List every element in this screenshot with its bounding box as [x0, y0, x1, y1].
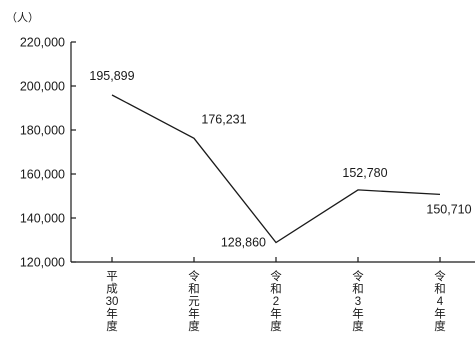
x-axis-ticks: 平成 30 年度 令和元年度 令和 2 年度 令和 3 年度 令和 4 年度 — [106, 257, 446, 333]
x-category-label: 令和元年度 — [188, 269, 200, 333]
y-tick-label: 200,000 — [20, 80, 65, 94]
data-label: 150,710 — [426, 202, 471, 216]
y-tick-label: 160,000 — [20, 168, 65, 182]
y-axis-ticks: 120,000 140,000 160,000 180,000 200,000 220,0… — [20, 36, 76, 270]
y-axis-unit-label: （人） — [6, 11, 39, 24]
x-category-label: 令和 4 年度 — [434, 269, 446, 333]
data-label: 128,860 — [221, 236, 266, 250]
data-label: 176,231 — [201, 112, 246, 126]
data-label: 195,899 — [89, 69, 134, 83]
series-line — [111, 94, 441, 244]
data-labels: 195,899 176,231 128,860 152,780 150,710 — [89, 69, 471, 249]
y-tick-label: 120,000 — [20, 256, 65, 270]
y-tick-label: 180,000 — [20, 124, 65, 138]
data-label: 152,780 — [342, 166, 387, 180]
x-category-label: 平成 30 年度 — [106, 271, 119, 333]
y-tick-label: 220,000 — [20, 36, 65, 50]
x-category-label: 令和 2 年度 — [270, 269, 282, 333]
y-tick-label: 140,000 — [20, 212, 65, 226]
x-category-label: 令和 3 年度 — [352, 269, 364, 333]
